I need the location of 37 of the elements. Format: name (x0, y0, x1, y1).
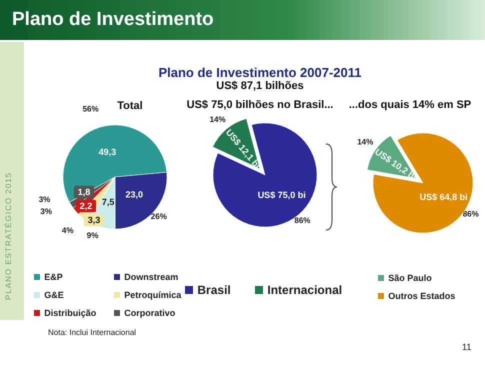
data-label: 49,3 (98, 147, 116, 158)
chart-title: US$ 75,0 bilhões no Brasil... (186, 99, 334, 111)
text: 3% (40, 206, 52, 216)
data-label: 2,2 (80, 201, 92, 211)
data-label: 1,8 (78, 187, 90, 197)
legend-label: Brasil (196, 283, 231, 297)
text: 56% (82, 104, 99, 114)
legend-label: Petroquímica (123, 290, 182, 300)
data-label: US$ 64,8 bi (420, 192, 468, 202)
data-label: 7,5 (102, 197, 114, 208)
data-label: 23,0 (125, 189, 143, 200)
legend-label: Corporativo (123, 308, 176, 318)
legend-label: Internacional (266, 283, 342, 297)
text: 14% (210, 114, 226, 124)
text: 11 (462, 342, 472, 352)
legend-label: G&E (43, 290, 64, 300)
text: 86% (294, 216, 310, 226)
text: Nota: Inclui Internacional (48, 328, 136, 337)
text: PLANO ESTRATÉGICO 2015 (4, 172, 13, 300)
data-label: US$ 75,0 bi (258, 190, 306, 200)
legend-label: Outros Estados (387, 291, 456, 301)
text: Plano de Investimento 2007-2011 (157, 65, 363, 80)
text: 14% (357, 137, 374, 146)
text: Plano de Investimento (12, 9, 214, 31)
text: 26% (150, 212, 167, 221)
text: 3% (38, 195, 50, 204)
legend-label: E&P (43, 272, 63, 282)
chart-title: Total (117, 100, 143, 112)
chart-title: ...dos quais 14% em SP (348, 99, 472, 111)
text: 4% (62, 226, 74, 235)
text: US$ 87,1 bilhões (215, 80, 305, 92)
text: 9% (86, 231, 98, 240)
legend-label: São Paulo (387, 273, 432, 283)
legend-label: Distribuição (43, 308, 96, 318)
text: 86% (462, 210, 479, 219)
legend-label: Downstream (123, 272, 178, 282)
data-label: 3,3 (88, 215, 100, 225)
